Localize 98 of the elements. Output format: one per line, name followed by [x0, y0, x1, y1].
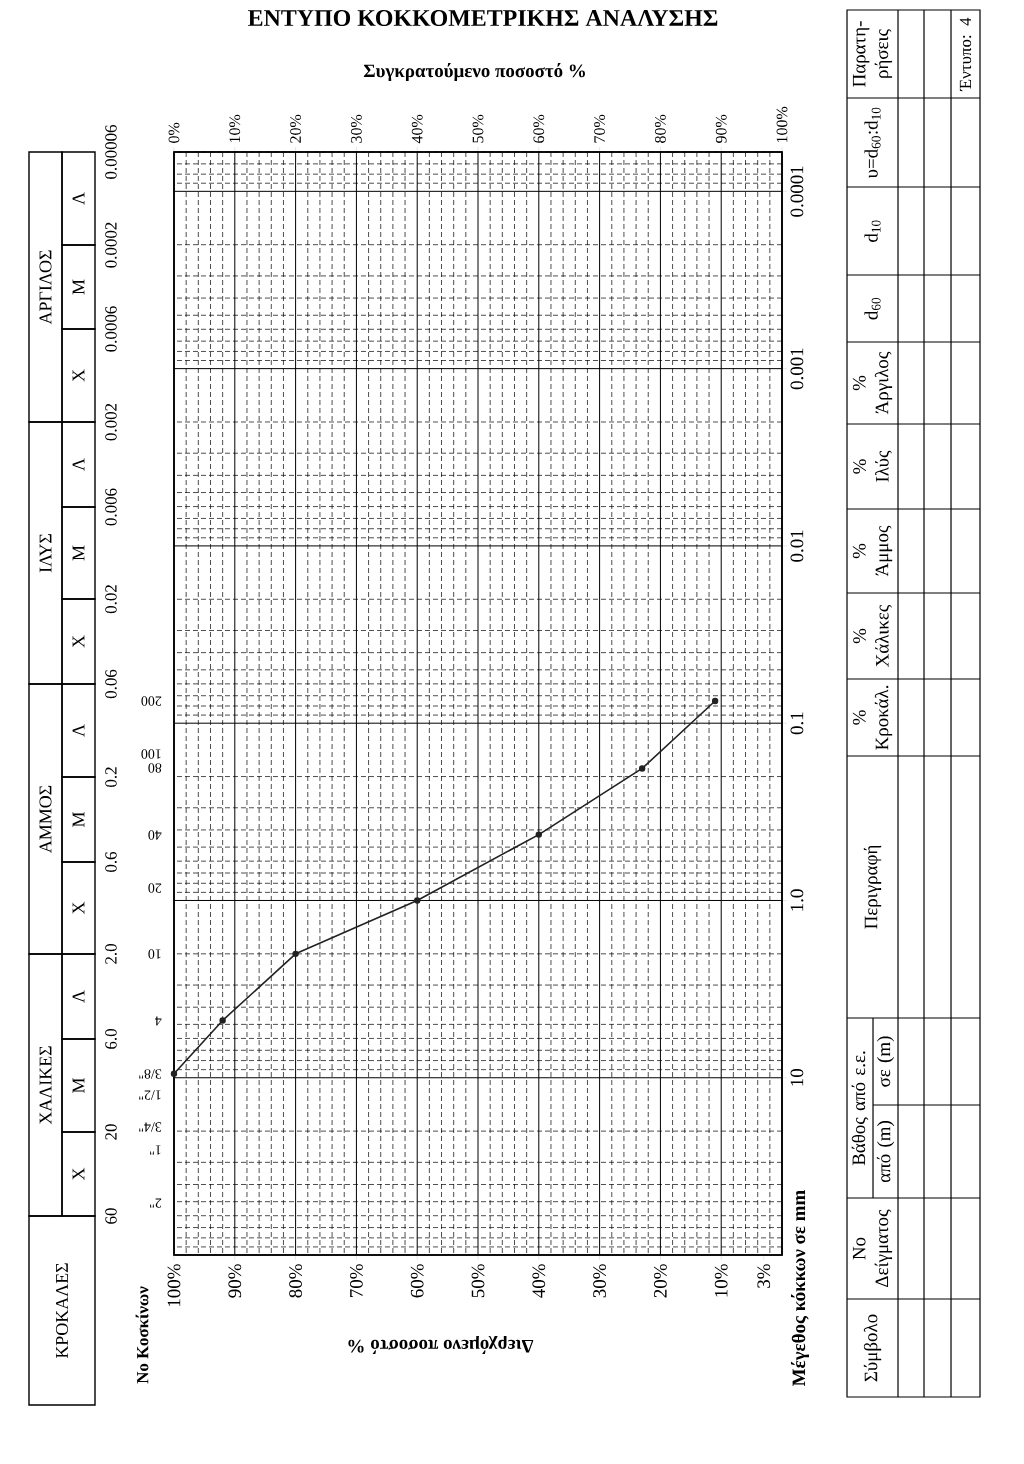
text: 0.02 [105, 585, 117, 614]
text: Λ [72, 458, 85, 471]
x-tick-label: 80% [289, 1264, 303, 1298]
text: Μ [72, 1078, 85, 1093]
y-tick-label: 1.0 [790, 889, 804, 911]
text: 20 [105, 1124, 117, 1140]
text: 6.0 [105, 1029, 117, 1049]
text: 20 [148, 883, 162, 893]
text: 0.002 [105, 403, 117, 441]
text: Μ [72, 279, 85, 295]
text: Χ [72, 635, 85, 648]
text: από (m) [876, 1121, 895, 1183]
x2-tick-label: 90% [715, 114, 727, 143]
text: Μ [72, 812, 85, 827]
text: % Ιλύς [853, 450, 892, 482]
text: 0.006 [105, 488, 117, 526]
text: 0.6 [105, 851, 117, 872]
point [638, 765, 646, 772]
text: 10 [148, 949, 161, 959]
y-tick-label: 0.01 [790, 530, 804, 562]
text: 1" [150, 1145, 161, 1155]
text: 2" [150, 1198, 162, 1208]
text: 100 [141, 749, 161, 759]
text: 3/8" [139, 1069, 162, 1079]
text: Βάθος από ε.ε. [851, 1051, 869, 1166]
text: d$_{60}$ [864, 297, 881, 320]
text: ΑΜΜΟΣ [39, 785, 52, 853]
x2-tick-label: 30% [351, 114, 362, 143]
text: Λ [72, 724, 85, 737]
x2-tick-label: 60% [533, 114, 545, 143]
text: No Δείγματος [852, 1209, 893, 1287]
text: Λ [72, 192, 85, 205]
text: % Κροκάλ. [852, 685, 893, 750]
text: ΚΡΟΚΑΛΕΣ [55, 1263, 69, 1359]
x2-axis-title: Συγκρατούμενο ποσοστό % [363, 62, 585, 82]
x2-tick-label: 70% [594, 114, 606, 143]
text: 200 [141, 696, 162, 706]
x-tick-label: 50% [471, 1264, 485, 1298]
text: % Άμμος [852, 525, 893, 577]
chart-title: ΕΝΤΥΠΟ ΚΟΚΚΟΜΕΤΡΙΚΗΣ ΑΝΑΛΥΣΗΣ [248, 9, 718, 27]
text: 2.0 [105, 944, 117, 964]
text: d$_{10}$ [864, 220, 881, 242]
text: 1/2" [139, 1090, 161, 1100]
x2-tick-label: 100% [776, 106, 788, 143]
text: Σύμβολο [863, 1314, 882, 1382]
text: 0.2 [105, 767, 117, 787]
y-axis-title: Μέγεθος κόκκων σε mm [790, 1190, 810, 1386]
point [535, 831, 542, 838]
text: No Κοσκίνων [135, 1286, 149, 1384]
text: υ=d$_{60}$:d$_{10}$ [864, 107, 881, 179]
x2-tick-label: 50% [472, 114, 484, 143]
text: Παρατη-ρήσεις [852, 21, 893, 87]
x-tick-label: 40% [532, 1264, 546, 1298]
text: 0.0002 [105, 222, 117, 268]
text: ΧΑΛΙΚΕΣ [39, 1046, 52, 1125]
text: ΑΡΓΙΛΟΣ [39, 250, 52, 325]
text: Περιγραφή [863, 845, 882, 929]
text: 80 [148, 763, 162, 773]
text: 40 [148, 830, 162, 840]
x-tick-label: 30% [593, 1264, 607, 1298]
x-tick-label: 60% [410, 1264, 424, 1298]
point [711, 697, 719, 705]
text: σε (m) [876, 1036, 895, 1087]
text: 0.0006 [105, 306, 117, 352]
x2-tick-label: 0% [168, 122, 180, 143]
text: 60 [105, 1208, 117, 1224]
x2-tick-label: 20% [290, 114, 301, 143]
y-tick-label: 0.0001 [790, 166, 804, 217]
x-tick-label: 100% [167, 1264, 181, 1307]
text: ΙΛΥΣ [39, 534, 52, 573]
text: Λ [72, 990, 85, 1003]
text: Χ [72, 901, 85, 915]
point [414, 897, 421, 904]
text: 4 [155, 1016, 162, 1026]
x-tick-label: 10% [714, 1264, 728, 1297]
text: 3/4" [139, 1122, 162, 1132]
text: Μ [72, 545, 85, 561]
point [170, 1070, 178, 1078]
x2-tick-label: 80% [655, 114, 666, 143]
x-tick-label: 90% [228, 1264, 242, 1298]
point [219, 1017, 226, 1024]
x-tick-label: 70% [349, 1264, 363, 1297]
y-tick-label: 10 [790, 1069, 804, 1086]
text: 0.06 [105, 669, 117, 699]
text: Χ [72, 369, 85, 382]
text: 0.00006 [105, 124, 117, 179]
x-tick-label: 3% [757, 1264, 771, 1288]
y-tick-label: 0.1 [790, 712, 804, 735]
x2-tick-label: 40% [411, 114, 423, 144]
point [292, 950, 299, 958]
text: Έντυπο: 4 [959, 17, 972, 92]
x-tick-label: 20% [653, 1264, 667, 1298]
text: % Άργιλος [852, 351, 893, 415]
x2-tick-label: 10% [229, 114, 241, 143]
x-axis-title: Διερχόμενο ποσοστό % [348, 1335, 534, 1355]
text: % Χάλικες [853, 604, 892, 667]
text: Χ [72, 1167, 85, 1181]
y-tick-label: 0.001 [790, 348, 804, 390]
